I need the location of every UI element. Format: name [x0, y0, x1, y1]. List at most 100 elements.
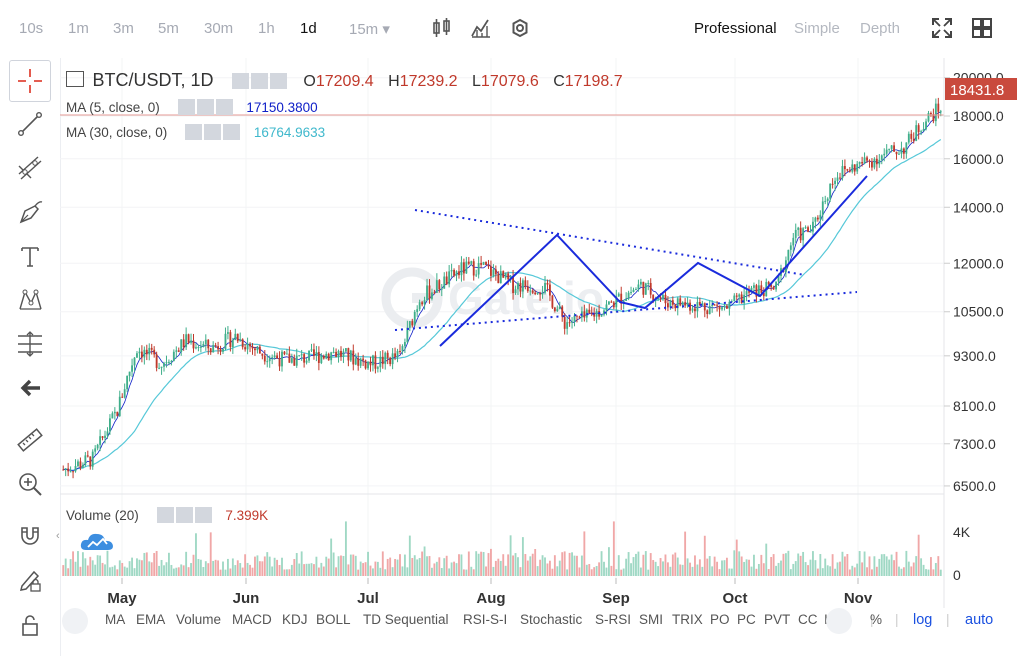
volume-bar — [281, 557, 283, 576]
auto-scale-toggle[interactable]: auto — [965, 612, 994, 628]
brush-tool[interactable] — [10, 192, 50, 232]
indicator-trix[interactable]: TRIX — [672, 612, 703, 627]
ma5-eye-icon[interactable] — [177, 99, 195, 115]
candle-body — [745, 291, 748, 295]
volume-bar — [566, 569, 569, 576]
legend-close-icon[interactable] — [269, 73, 287, 89]
interval-dropdown[interactable]: 15m ▾ — [349, 21, 390, 38]
price-chart[interactable]: Gate.io 20000.018000.016000.014000.01200… — [60, 58, 1024, 608]
volume-close-icon[interactable] — [194, 507, 212, 523]
volume-bar — [256, 555, 259, 576]
scroll-left-button[interactable] — [62, 608, 88, 634]
layout-grid-icon[interactable] — [970, 16, 994, 40]
candle-body — [912, 138, 915, 141]
collapse-legend-icon[interactable] — [66, 71, 84, 87]
candle-body — [871, 161, 873, 168]
volume-bar — [241, 567, 244, 576]
volume-bar — [504, 565, 507, 576]
ma30-gear-icon[interactable] — [204, 124, 222, 140]
candle-body — [332, 351, 335, 353]
candle-body — [421, 302, 424, 305]
ma5-close-icon[interactable] — [215, 99, 233, 115]
candle-style-icon[interactable] — [430, 16, 454, 40]
log-scale-toggle[interactable]: log — [913, 612, 933, 628]
indicator-cc[interactable]: CC — [798, 612, 818, 627]
fib-tool[interactable] — [10, 148, 50, 188]
zoom-in-tool[interactable] — [10, 464, 50, 504]
chart-area[interactable]: Gate.io 20000.0 18000.0 16000.0 14000.0 1200… — [56, 58, 1024, 608]
interval-1h[interactable]: 1h — [258, 20, 275, 37]
scroll-right-button[interactable] — [826, 608, 852, 634]
indicator-rsi[interactable]: RSI-S-I — [463, 612, 508, 627]
settings-gear-icon[interactable] — [508, 16, 532, 40]
indicator-kdj[interactable]: KDJ — [282, 612, 308, 627]
candle-body — [281, 351, 283, 367]
pattern-tool[interactable] — [10, 280, 50, 320]
fullscreen-icon[interactable] — [930, 16, 954, 40]
volume-bar — [868, 556, 871, 576]
mode-depth[interactable]: Depth — [860, 20, 901, 37]
indicator-td-sequential[interactable]: TD Sequential — [363, 612, 449, 627]
volume-bar — [802, 551, 805, 576]
volume-tick-label: 4K — [953, 524, 971, 540]
indicator-macd[interactable]: MACD — [232, 612, 272, 627]
candle-body — [723, 305, 726, 308]
candle-body — [895, 151, 898, 155]
volume-legend: Volume (20) 7.399K — [66, 507, 268, 523]
magnet-tool[interactable] — [10, 516, 50, 556]
volume-bar — [317, 567, 320, 576]
mode-professional[interactable]: Professional — [694, 20, 777, 37]
text-tool[interactable] — [10, 236, 50, 276]
indicator-ma[interactable]: MA — [105, 612, 126, 627]
indicator-more[interactable]: I — [824, 612, 828, 627]
ma30-close-icon[interactable] — [223, 124, 241, 140]
crosshair-tool[interactable] — [9, 60, 51, 102]
percent-scale-toggle[interactable]: % — [870, 612, 883, 627]
indicator-pc[interactable]: PC — [737, 612, 756, 627]
interval-5m[interactable]: 5m — [158, 20, 179, 37]
volume-tick-label: 0 — [953, 567, 961, 583]
ma30-eye-icon[interactable] — [185, 124, 203, 140]
legend-eye-icon[interactable] — [231, 73, 249, 89]
candle-body — [261, 353, 264, 356]
lock-tool[interactable] — [10, 604, 50, 644]
indicator-volume[interactable]: Volume — [176, 612, 222, 627]
indicator-chart-icon[interactable] — [469, 16, 493, 40]
candle-body — [706, 310, 709, 315]
interval-10s[interactable]: 10s — [19, 20, 44, 37]
collapse-left-icon[interactable]: ‹ — [56, 530, 60, 542]
back-tool[interactable] — [10, 368, 50, 408]
indicator-po[interactable]: PO — [710, 612, 730, 627]
ma5-gear-icon[interactable] — [196, 99, 214, 115]
candle-body — [411, 321, 414, 326]
indicator-boll[interactable]: BOLL — [316, 612, 351, 627]
legend-gear-icon[interactable] — [250, 73, 268, 89]
volume-gear-icon[interactable] — [175, 507, 193, 523]
indicator-s-rsi[interactable]: S-RSI — [595, 612, 632, 627]
candle-body — [477, 263, 480, 275]
interval-1m[interactable]: 1m — [68, 20, 89, 37]
indicator-stochastic[interactable]: Stochastic — [520, 612, 583, 627]
indicator-smi[interactable]: SMI — [639, 612, 664, 627]
ruler-tool[interactable] — [10, 420, 50, 460]
candle-body — [526, 286, 529, 292]
candle-body — [890, 145, 893, 149]
interval-3m[interactable]: 3m — [113, 20, 134, 37]
volume-bar — [249, 564, 251, 576]
volume-bar — [118, 560, 121, 576]
indicator-ema[interactable]: EMA — [136, 612, 166, 627]
candle-body — [556, 309, 559, 312]
volume-bar — [932, 569, 935, 576]
lock-edit-tool[interactable] — [10, 560, 50, 600]
mode-simple[interactable]: Simple — [794, 20, 840, 37]
interval-30m[interactable]: 30m — [204, 20, 234, 37]
volume-bar — [642, 554, 645, 576]
volume-eye-icon[interactable] — [156, 507, 174, 523]
wave-pattern-line[interactable] — [439, 175, 868, 347]
trend-line-tool[interactable] — [10, 104, 50, 144]
candle-body — [155, 354, 158, 368]
interval-1d[interactable]: 1d — [300, 20, 317, 37]
measure-tool[interactable] — [10, 324, 50, 364]
candle-body — [644, 283, 647, 295]
indicator-pvt[interactable]: PVT — [764, 612, 791, 627]
